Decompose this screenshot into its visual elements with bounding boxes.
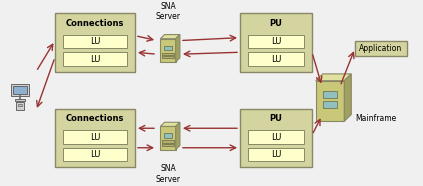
FancyBboxPatch shape: [248, 35, 304, 48]
FancyBboxPatch shape: [16, 102, 24, 110]
FancyBboxPatch shape: [316, 81, 344, 121]
FancyBboxPatch shape: [162, 140, 174, 143]
FancyBboxPatch shape: [18, 104, 22, 106]
FancyBboxPatch shape: [13, 86, 27, 94]
Text: LU: LU: [90, 133, 100, 142]
Text: LU: LU: [90, 37, 100, 46]
FancyBboxPatch shape: [63, 52, 127, 66]
Text: Connections: Connections: [66, 19, 124, 28]
Text: Mainframe: Mainframe: [355, 114, 396, 123]
FancyBboxPatch shape: [162, 56, 174, 58]
FancyBboxPatch shape: [248, 52, 304, 66]
Text: LU: LU: [271, 54, 281, 64]
FancyBboxPatch shape: [323, 91, 337, 98]
FancyBboxPatch shape: [160, 126, 176, 150]
Text: LU: LU: [271, 150, 281, 159]
FancyBboxPatch shape: [162, 144, 174, 146]
FancyBboxPatch shape: [248, 130, 304, 144]
Text: SNA
Server: SNA Server: [156, 2, 181, 21]
FancyBboxPatch shape: [63, 35, 127, 48]
Text: LU: LU: [271, 133, 281, 142]
FancyBboxPatch shape: [323, 101, 337, 108]
Text: PU: PU: [269, 114, 283, 123]
Text: PU: PU: [269, 19, 283, 28]
Polygon shape: [160, 122, 180, 126]
FancyBboxPatch shape: [55, 13, 135, 72]
Polygon shape: [160, 35, 180, 39]
Text: Connections: Connections: [66, 114, 124, 123]
Text: SNA
Server: SNA Server: [156, 164, 181, 184]
FancyBboxPatch shape: [240, 109, 312, 167]
FancyBboxPatch shape: [248, 148, 304, 161]
FancyBboxPatch shape: [15, 99, 25, 101]
FancyBboxPatch shape: [63, 130, 127, 144]
Polygon shape: [176, 35, 180, 62]
FancyBboxPatch shape: [164, 46, 172, 50]
FancyBboxPatch shape: [355, 41, 407, 56]
FancyBboxPatch shape: [162, 53, 174, 55]
Polygon shape: [316, 74, 351, 81]
FancyBboxPatch shape: [240, 13, 312, 72]
FancyBboxPatch shape: [55, 109, 135, 167]
Polygon shape: [344, 74, 351, 121]
FancyBboxPatch shape: [160, 39, 176, 62]
Text: Application: Application: [360, 44, 403, 53]
Text: LU: LU: [90, 150, 100, 159]
FancyBboxPatch shape: [164, 133, 172, 138]
Text: LU: LU: [271, 37, 281, 46]
Text: LU: LU: [90, 54, 100, 64]
FancyBboxPatch shape: [63, 148, 127, 161]
FancyBboxPatch shape: [11, 84, 29, 96]
Polygon shape: [176, 122, 180, 150]
